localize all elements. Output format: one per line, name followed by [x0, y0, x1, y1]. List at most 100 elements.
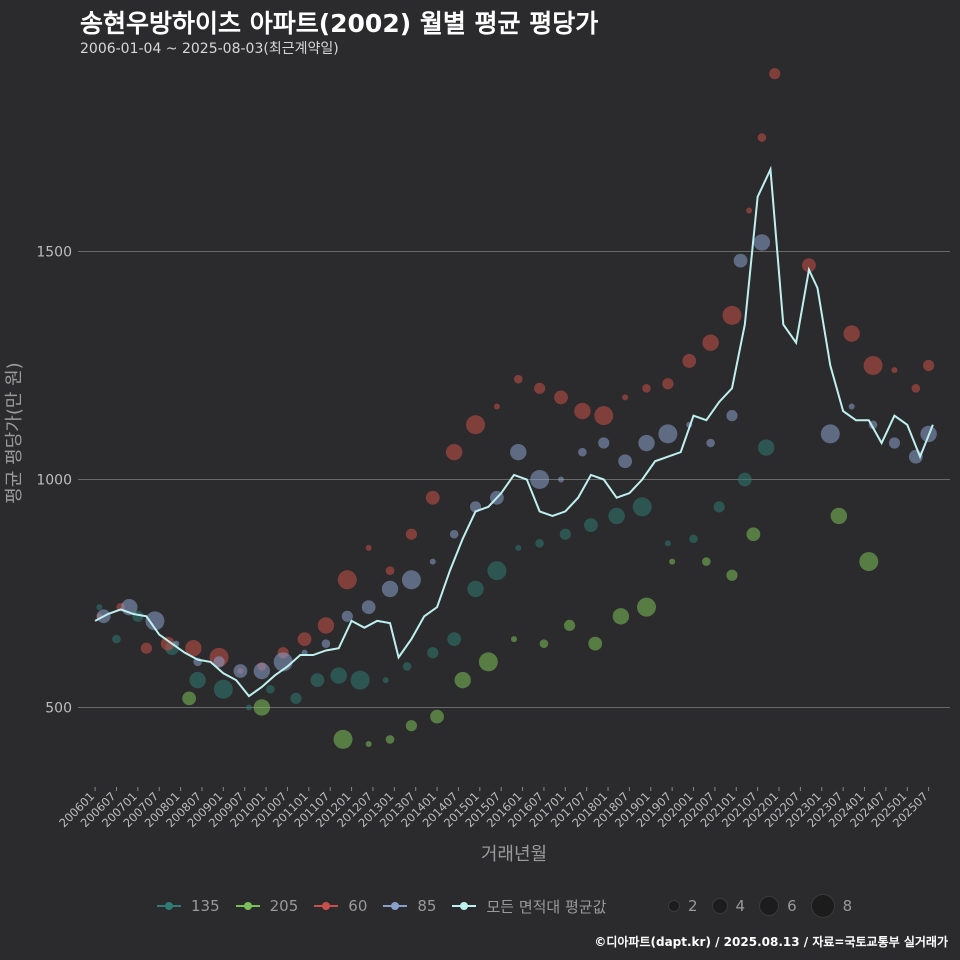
- size-legend-label: 6: [787, 897, 797, 915]
- point-60: [911, 384, 921, 393]
- point-205: [333, 729, 353, 749]
- point-85: [618, 454, 633, 469]
- point-205: [669, 558, 676, 565]
- point-85: [706, 438, 715, 448]
- legend-item: 60: [312, 896, 367, 916]
- point-205: [253, 699, 271, 716]
- point-205: [702, 557, 711, 566]
- point-85: [253, 662, 271, 680]
- legend-key: [450, 896, 478, 916]
- point-85: [429, 558, 436, 565]
- point-135: [515, 544, 522, 551]
- point-60: [662, 378, 674, 390]
- point-135: [608, 507, 625, 525]
- point-205: [859, 552, 879, 572]
- average-line: [94, 165, 934, 698]
- point-135: [584, 518, 598, 532]
- point-205: [430, 709, 444, 724]
- legend-key: [234, 896, 262, 916]
- point-205: [182, 691, 197, 706]
- point-135: [737, 472, 752, 487]
- point-85: [888, 437, 901, 449]
- point-205: [511, 636, 517, 643]
- grid-lines: [78, 251, 950, 708]
- point-60: [140, 642, 152, 654]
- point-205: [612, 608, 630, 625]
- point-60: [757, 133, 767, 142]
- point-85: [598, 437, 610, 449]
- point-60: [493, 403, 500, 410]
- point-135: [447, 632, 462, 646]
- legend-label: 모든 면적대 평균값: [486, 897, 607, 916]
- point-205: [385, 735, 395, 744]
- legend-key: [312, 896, 340, 916]
- point-135: [689, 534, 698, 544]
- size-legend-label: 4: [735, 897, 746, 915]
- point-60: [185, 640, 202, 657]
- point-85: [638, 434, 655, 452]
- point-135: [350, 670, 370, 690]
- point-85: [658, 424, 678, 444]
- point-60: [891, 367, 898, 374]
- point-60: [445, 443, 463, 461]
- point-60: [385, 566, 395, 575]
- point-85: [578, 447, 587, 457]
- chart-subtitle: 2006-01-04 ~ 2025-08-03(최근계약일): [80, 41, 339, 57]
- point-85: [530, 469, 550, 489]
- point-135: [290, 692, 302, 704]
- legend-label: 60: [348, 897, 368, 915]
- point-60: [466, 415, 486, 435]
- legend-key: [155, 896, 183, 916]
- legend-label: 85: [417, 897, 437, 915]
- point-135: [330, 667, 347, 684]
- size-legend-label: 8: [842, 897, 853, 915]
- point-85: [848, 403, 855, 410]
- point-60: [594, 406, 614, 426]
- point-135: [632, 497, 652, 517]
- point-135: [467, 580, 484, 598]
- size-legend-item: 2: [668, 897, 698, 915]
- point-60: [337, 570, 357, 590]
- y-tick-labels: 500 1000 1500: [36, 245, 72, 717]
- point-205: [539, 639, 549, 648]
- x-ticks: 2006012006072007012007072008012008072009…: [56, 787, 931, 830]
- point-135: [382, 677, 389, 684]
- y-tick-label: 1500: [36, 245, 72, 261]
- point-60: [160, 636, 175, 651]
- point-60: [642, 384, 651, 393]
- point-135: [559, 528, 571, 540]
- point-85: [341, 610, 353, 622]
- size-legend-item: 8: [810, 894, 853, 918]
- point-85: [233, 664, 248, 678]
- point-135: [713, 501, 725, 513]
- point-205: [405, 720, 418, 732]
- point-135: [402, 662, 412, 671]
- point-60: [923, 359, 935, 372]
- size-legend: 2 4 6 8: [668, 894, 866, 918]
- point-205: [365, 740, 372, 747]
- credit-text: ©디아파트(dapt.kr) / 2025.08.13 / 자료=국토교통부 실…: [594, 935, 948, 949]
- legend-item: 205: [234, 896, 299, 916]
- legend-item: 모든 면적대 평균값: [450, 896, 606, 917]
- legend-label: 135: [191, 897, 220, 915]
- point-60: [513, 374, 523, 384]
- point-135: [664, 540, 671, 547]
- y-axis-label: 평균 평당가(만 원): [4, 362, 25, 503]
- point-135: [213, 679, 233, 699]
- point-205: [588, 636, 603, 651]
- point-205: [637, 597, 657, 617]
- point-60: [863, 356, 883, 376]
- point-85: [449, 529, 459, 539]
- point-135: [310, 673, 325, 688]
- point-60: [405, 528, 418, 540]
- legend-label: 205: [269, 897, 299, 915]
- size-legend-item: 4: [711, 897, 746, 915]
- point-60: [682, 354, 697, 368]
- y-tick-label: 1000: [36, 472, 72, 488]
- point-60: [365, 544, 372, 551]
- size-legend-dot: [810, 894, 835, 918]
- size-legend-dot: [711, 898, 728, 914]
- point-85: [401, 570, 421, 590]
- point-60: [843, 325, 860, 342]
